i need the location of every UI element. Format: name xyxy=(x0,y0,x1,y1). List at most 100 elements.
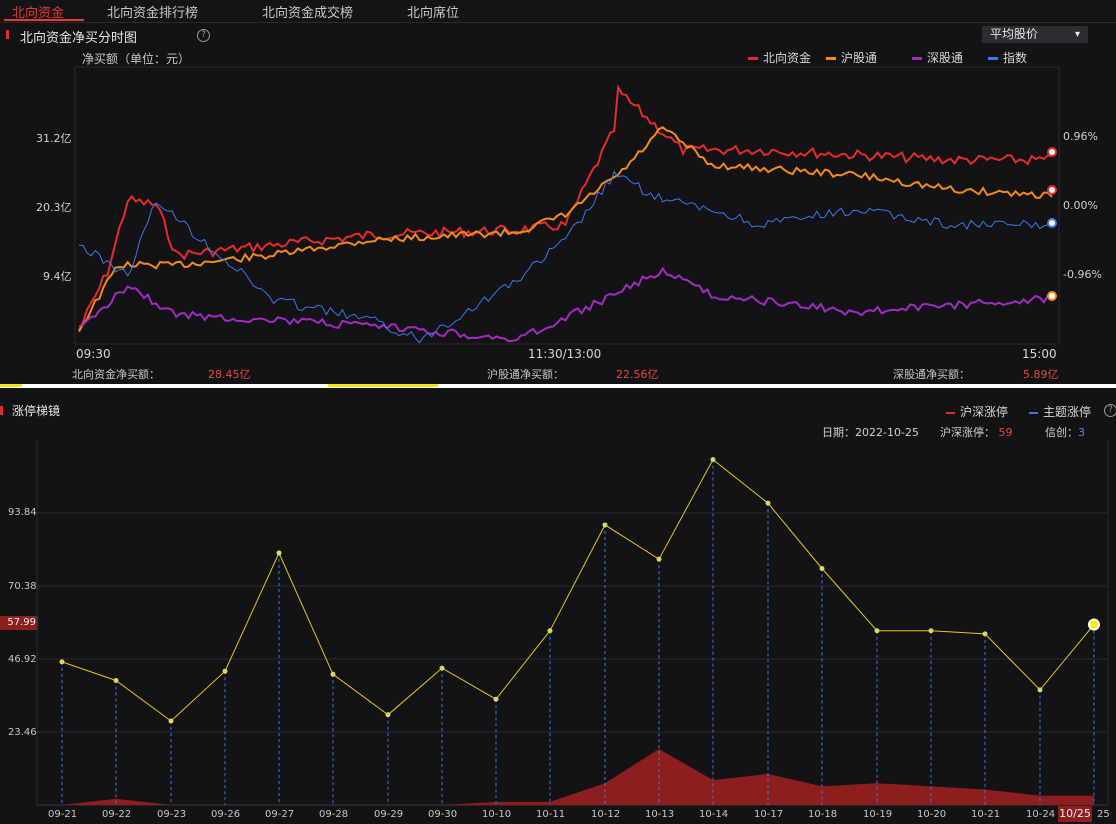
legend-northbound[interactable]: 北向资金 xyxy=(748,49,811,66)
chevron-down-icon: ▾ xyxy=(1074,29,1080,40)
tab-northbound-funds[interactable]: 北向资金 xyxy=(12,6,65,21)
tab-northbound-seats[interactable]: 北向席位 xyxy=(407,6,460,21)
series-end-marker xyxy=(1047,218,1057,228)
y-tick-label: 9.4亿 xyxy=(43,270,72,283)
legend-swatch xyxy=(826,57,836,60)
index-select[interactable]: 平均股价 ▾ xyxy=(982,26,1088,43)
help-icon[interactable]: ? xyxy=(197,29,210,42)
x-tick-label: 10-19 xyxy=(863,809,893,820)
legend-label: 沪深涨停 xyxy=(960,405,1009,419)
limitup-point xyxy=(493,696,499,702)
legend-theme-limitup[interactable]: 主题涨停 xyxy=(1029,403,1091,420)
legend-shanghai[interactable]: 沪股通 xyxy=(826,49,877,66)
info-xinchuang: 信创：3 xyxy=(1045,426,1085,439)
northbound-line xyxy=(78,84,1053,331)
stat-label-shenzhen: 深股通净买额： xyxy=(893,368,970,381)
info-date: 日期：2022-10-25 xyxy=(822,426,919,439)
limitup-point xyxy=(276,550,282,556)
stat-value-shanghai: 22.56亿 xyxy=(616,368,659,381)
stat-value-shenzhen: 5.89亿 xyxy=(1023,368,1059,381)
current-date-tag: 10/25 xyxy=(1058,806,1092,822)
limitup-point xyxy=(59,659,65,665)
legend-swatch xyxy=(912,57,922,60)
limitup-point xyxy=(765,500,771,506)
limitup-point xyxy=(819,566,825,572)
y-tick-label: 23.46 xyxy=(8,727,37,738)
limitup-point xyxy=(1037,687,1043,693)
panel-title-northbound: 北向资金净买分时图 xyxy=(20,31,138,46)
limitup-point xyxy=(602,522,608,528)
series-end-marker xyxy=(1047,185,1057,195)
shenzhen-line xyxy=(78,266,1053,343)
x-tick-label: 10-21 xyxy=(971,809,1001,820)
limitup-point xyxy=(982,631,988,637)
limitup-point xyxy=(439,665,445,671)
x-tick-label: 10-12 xyxy=(591,809,621,820)
series-end-marker xyxy=(1047,291,1057,301)
theme-limitup-area xyxy=(62,748,1094,805)
y-tick-label: 46.92 xyxy=(8,654,37,665)
x-tick-label: 11:30/13:00 xyxy=(528,347,602,361)
unit-label: 净买额（单位：元） xyxy=(82,52,191,66)
legend-index[interactable]: 指数 xyxy=(988,49,1027,66)
index-select-value: 平均股价 xyxy=(990,27,1039,41)
limitup-point xyxy=(656,556,662,562)
limitup-point xyxy=(1088,618,1100,631)
x-tick-label: 09-27 xyxy=(265,809,295,820)
bottom-chart-frame xyxy=(36,440,1109,806)
x-tick-partial: 25 xyxy=(1097,809,1110,820)
scroll-thumb[interactable] xyxy=(328,384,438,387)
x-tick-label: 10-14 xyxy=(699,809,729,820)
stat-value-northbound: 28.45亿 xyxy=(208,368,251,381)
legend-label: 指数 xyxy=(1003,51,1028,65)
legend-swatch xyxy=(748,57,758,60)
legend-label: 沪股通 xyxy=(841,51,878,65)
y2-tick-label: -0.96% xyxy=(1063,268,1102,281)
info-limitup-count: 沪深涨停： 59 xyxy=(940,426,1013,439)
x-tick-label: 09-22 xyxy=(102,809,132,820)
help-icon[interactable]: ? xyxy=(1104,404,1116,417)
x-tick-label: 09-21 xyxy=(48,809,78,820)
index-line xyxy=(78,170,1053,344)
legend-limitup[interactable]: 沪深涨停 xyxy=(946,403,1008,420)
section-marker xyxy=(6,30,9,39)
x-tick-label: 10-11 xyxy=(536,809,566,820)
limitup-point xyxy=(222,668,228,674)
active-tab-indicator xyxy=(4,19,84,21)
y2-tick-label: 0.00% xyxy=(1063,199,1098,212)
section-marker xyxy=(0,406,3,415)
x-tick-label: 09:30 xyxy=(76,347,111,361)
x-tick-label: 10-20 xyxy=(917,809,947,820)
y-tick-label: 31.2亿 xyxy=(36,132,72,145)
legend-label: 主题涨停 xyxy=(1043,405,1092,419)
legend-label: 北向资金 xyxy=(763,51,812,65)
tab-northbound-ranking[interactable]: 北向资金排行榜 xyxy=(107,6,199,21)
panel-divider xyxy=(0,384,1116,388)
x-tick-label: 10-13 xyxy=(645,809,675,820)
x-tick-label: 09-23 xyxy=(157,809,187,820)
limitup-point xyxy=(710,457,716,463)
y-tick-label: 20.3亿 xyxy=(36,201,72,214)
tab-northbound-turnover[interactable]: 北向资金成交榜 xyxy=(262,6,354,21)
legend-shenzhen[interactable]: 深股通 xyxy=(912,49,963,66)
x-tick-label: 10-17 xyxy=(754,809,784,820)
legend-swatch xyxy=(1029,411,1038,414)
shanghai-line xyxy=(78,126,1053,333)
y-tick-label: 70.38 xyxy=(8,581,37,592)
x-tick-label: 10-18 xyxy=(808,809,838,820)
limitup-line xyxy=(61,458,1095,722)
panel-title-limitup: 涨停梯镜 xyxy=(12,404,61,418)
x-tick-label: 15:00 xyxy=(1022,347,1057,361)
x-tick-label: 09-28 xyxy=(319,809,349,820)
current-value-tag: 57.99 xyxy=(0,616,38,630)
y-tick-label: 93.84 xyxy=(8,507,37,518)
scroll-marker xyxy=(0,384,22,387)
series-end-marker xyxy=(1047,147,1057,157)
x-tick-label: 09-30 xyxy=(428,809,458,820)
top-chart-lines xyxy=(78,84,1057,344)
legend-swatch xyxy=(946,411,955,414)
limitup-point xyxy=(874,628,880,634)
stat-label-northbound: 北向资金净买额： xyxy=(72,368,160,381)
limitup-point xyxy=(547,628,553,634)
